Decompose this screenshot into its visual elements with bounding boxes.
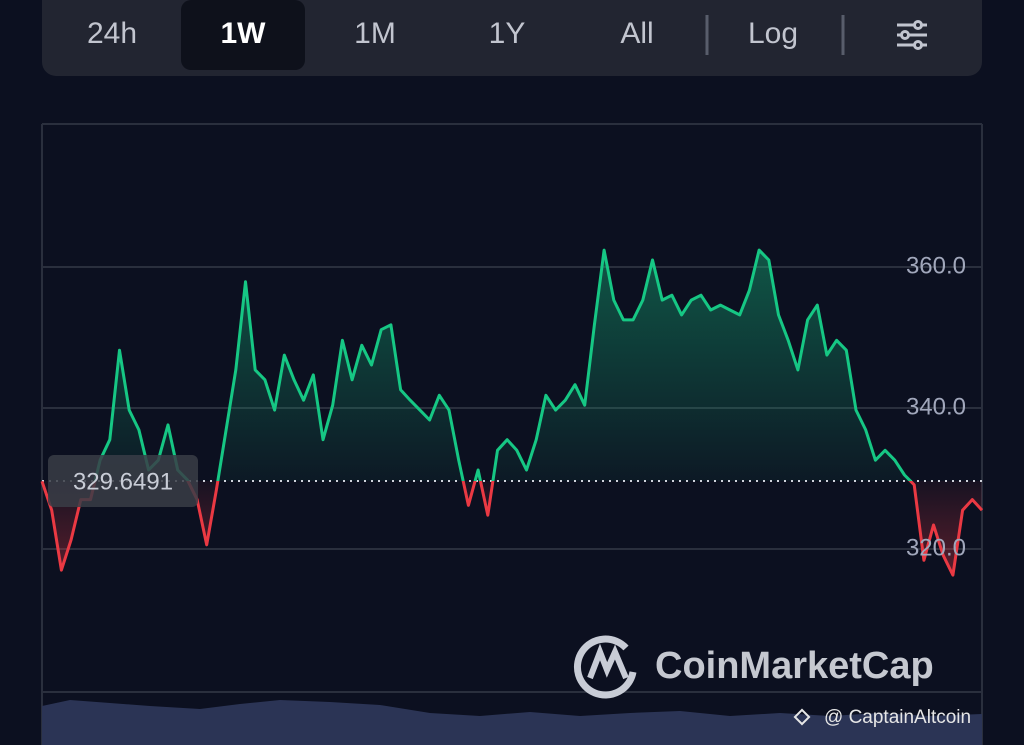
settings-icon[interactable] <box>897 20 927 50</box>
credit: @ CaptainAltcoin <box>824 707 971 728</box>
tab[interactable]: 1M <box>354 17 396 50</box>
y-tick-label: 360.0 <box>906 252 966 279</box>
watermark-logo <box>573 635 637 699</box>
reference-label: 329.6491 <box>73 468 173 495</box>
y-tick-label: 320.0 <box>906 534 966 561</box>
reference-label-bg <box>48 454 198 507</box>
tab[interactable]: All <box>620 17 653 50</box>
credit-icon <box>793 708 811 726</box>
price-line <box>40 248 984 577</box>
price-area <box>42 250 982 576</box>
tab[interactable]: 1Y <box>489 17 526 50</box>
y-tick-label: 340.0 <box>906 393 966 420</box>
tab[interactable]: 24h <box>87 17 137 50</box>
tab[interactable]: Log <box>748 17 798 50</box>
watermark: CoinMarketCap <box>655 645 934 687</box>
tab-active-bg <box>181 0 305 70</box>
volume-band <box>42 700 982 745</box>
tab[interactable]: 1W <box>221 17 267 50</box>
